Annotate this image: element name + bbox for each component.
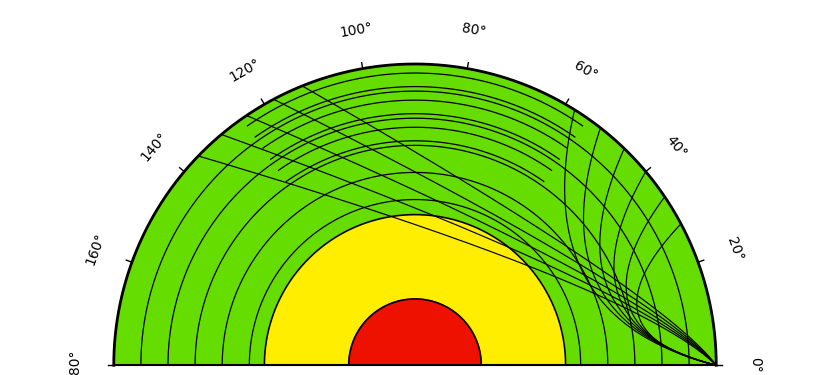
- Text: 100°: 100°: [339, 20, 374, 40]
- Text: 140°: 140°: [138, 129, 170, 164]
- Polygon shape: [114, 64, 716, 365]
- Text: 160°: 160°: [83, 231, 107, 267]
- Text: 40°: 40°: [662, 132, 689, 160]
- Text: 120°: 120°: [227, 56, 263, 85]
- Text: 60°: 60°: [571, 58, 599, 82]
- Text: 0°: 0°: [749, 357, 763, 373]
- Text: 180°: 180°: [67, 348, 81, 375]
- Polygon shape: [349, 299, 481, 365]
- Text: 80°: 80°: [461, 21, 487, 39]
- Polygon shape: [265, 214, 565, 365]
- Text: 20°: 20°: [724, 235, 745, 263]
